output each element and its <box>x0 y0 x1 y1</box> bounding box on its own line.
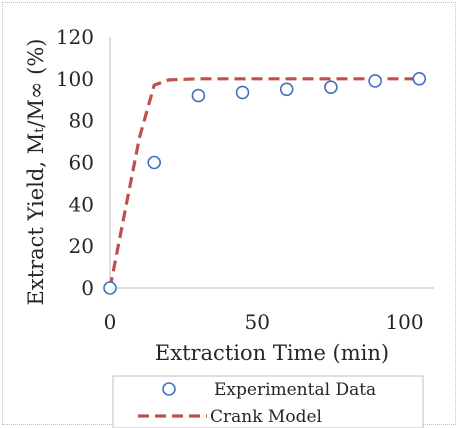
x-tick-label: 100 <box>385 310 423 334</box>
legend-label-experimental: Experimental Data <box>214 380 376 400</box>
crank-model-line <box>108 77 420 289</box>
x-tick-labels: 0 50 100 <box>104 310 424 334</box>
y-tick-label: 120 <box>56 25 94 49</box>
y-tick-label: 60 <box>69 151 94 175</box>
experimental-data-point <box>235 85 250 100</box>
experimental-data-point <box>324 80 338 94</box>
x-axis-label: Extraction Time (min) <box>155 341 389 365</box>
y-tick-label: 100 <box>56 67 94 91</box>
y-axis-label: Extract Yield, Mₜ/M∞ (%) <box>24 39 48 306</box>
experimental-data-point <box>279 82 294 97</box>
y-tick-label: 20 <box>69 234 94 258</box>
x-tick-label: 50 <box>245 310 270 334</box>
legend-marker-experimental <box>162 382 176 396</box>
experimental-data-point <box>191 88 206 103</box>
experimental-data-point <box>368 74 382 88</box>
plot-area <box>103 72 427 295</box>
x-tick-label: 0 <box>104 310 117 334</box>
legend-label-crank: Crank Model <box>210 407 322 427</box>
y-tick-label: 40 <box>69 192 94 216</box>
y-tick-label: 80 <box>69 109 94 133</box>
experimental-data-point <box>103 281 117 295</box>
axes <box>109 37 434 289</box>
y-tick-labels: 0 20 40 60 80 100 120 <box>56 25 94 300</box>
legend: Experimental Data Crank Model <box>112 375 424 428</box>
experimental-data-point <box>412 72 427 86</box>
y-tick-label: 0 <box>81 276 94 300</box>
experimental-data-point <box>147 155 161 170</box>
